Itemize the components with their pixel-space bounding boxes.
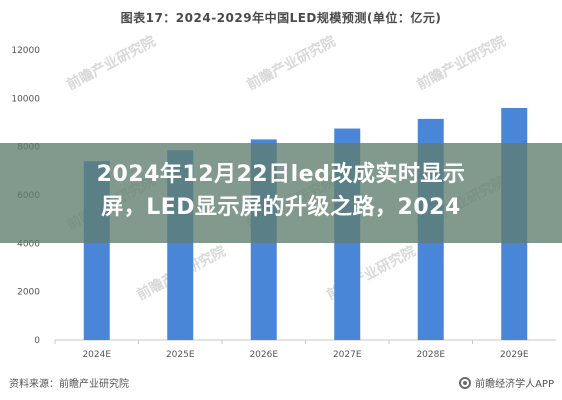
watermark-text: 前瞻产业研究院 bbox=[414, 33, 509, 94]
overlay-headline-line: 2024年12月22日led改成实时显示 bbox=[96, 162, 466, 187]
x-tick-label: 2025E bbox=[166, 350, 195, 360]
y-tick-label: 4000 bbox=[17, 239, 40, 249]
brand-logo-icon bbox=[459, 376, 472, 389]
chart-title: 图表17：2024-2029年中国LED规模预测(单位：亿元) bbox=[120, 11, 442, 25]
source-note: 资料来源：前瞻产业研究院 bbox=[9, 379, 129, 390]
x-tick-label: 2028E bbox=[416, 350, 445, 360]
y-tick-label: 2000 bbox=[17, 288, 40, 298]
brand: 前瞻经济学人APP bbox=[459, 375, 554, 390]
brand-name: 前瞻经济学人APP bbox=[475, 379, 554, 390]
y-tick-label: 10000 bbox=[11, 94, 40, 104]
watermark-text: 前瞻产业研究院 bbox=[244, 33, 339, 94]
x-tick-label: 2026E bbox=[249, 350, 278, 360]
y-tick-label: 12000 bbox=[11, 46, 40, 56]
overlay-band bbox=[0, 143, 562, 243]
x-tick-label: 2027E bbox=[333, 350, 362, 360]
x-tick-label: 2029E bbox=[500, 350, 529, 360]
overlay-headline-line: 屏，LED显示屏的升级之路，2024 bbox=[101, 195, 461, 220]
watermark-text: 前瞻产业研究院 bbox=[64, 33, 159, 94]
y-tick-label: 0 bbox=[34, 336, 40, 346]
overlay-headline: 2024年12月22日led改成实时显示 屏，LED显示屏的升级之路，2024 bbox=[0, 158, 562, 224]
x-tick-label: 2024E bbox=[82, 350, 111, 360]
